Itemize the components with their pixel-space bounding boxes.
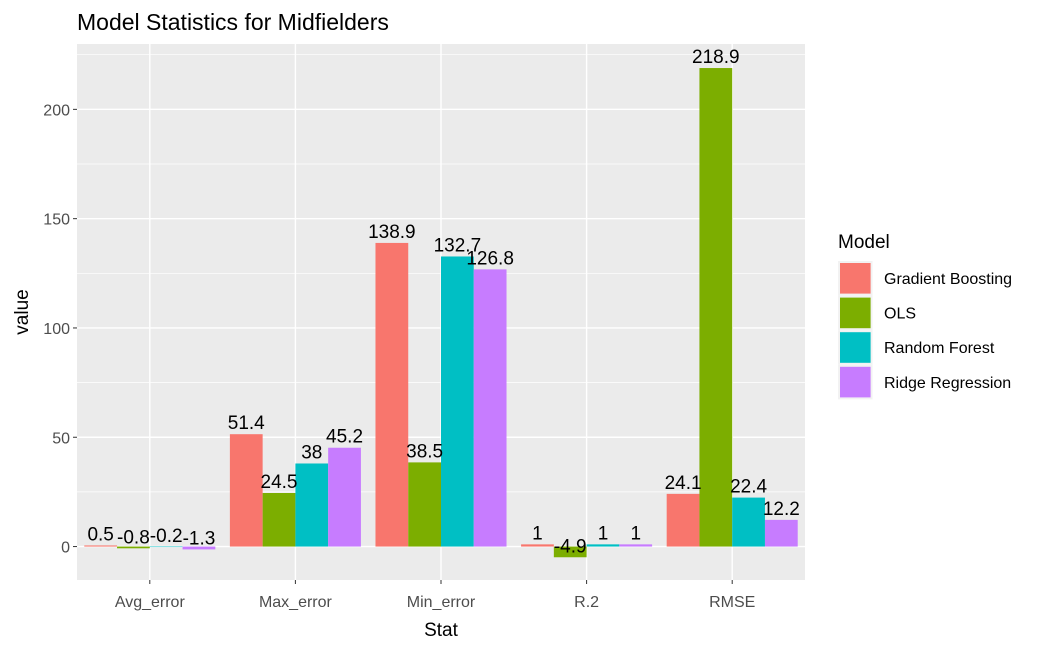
bar-value-label: 126.8 xyxy=(466,248,514,269)
bar-value-label: 12.2 xyxy=(763,499,800,520)
x-tick-label: RMSE xyxy=(709,594,755,611)
bar-value-label: 24.1 xyxy=(665,473,702,494)
bar xyxy=(262,492,296,547)
chart-title: Model Statistics for Midfielders xyxy=(77,9,389,35)
bar xyxy=(764,519,798,547)
bar xyxy=(295,463,329,547)
legend-label: OLS xyxy=(884,306,916,323)
bar xyxy=(149,546,183,548)
bar-value-label: 1 xyxy=(630,523,641,544)
bar-value-label: 24.5 xyxy=(261,472,298,493)
x-axis-title: Stat xyxy=(424,620,459,641)
y-axis: 0 50 100 150 200 xyxy=(43,102,77,557)
x-axis: Avg_error Max_error Min_error R.2 RMSE xyxy=(115,580,755,611)
y-tick-label: 100 xyxy=(43,321,70,338)
y-tick-label: 150 xyxy=(43,212,70,229)
bar-value-label: -4.9 xyxy=(554,536,587,557)
bar-value-label: 38 xyxy=(301,442,322,463)
legend-title: Model xyxy=(838,232,890,253)
bar xyxy=(521,544,554,547)
bar-value-label: -1.3 xyxy=(183,528,216,549)
bar xyxy=(182,546,216,550)
legend-label: Random Forest xyxy=(884,340,995,357)
bar xyxy=(666,493,700,547)
bar xyxy=(375,242,409,547)
legend-key xyxy=(840,332,871,363)
bar-value-label: 138.9 xyxy=(368,222,416,243)
bar-value-label: 38.5 xyxy=(406,441,443,462)
legend-label: Ridge Regression xyxy=(884,375,1011,392)
x-tick-label: Max_error xyxy=(259,594,333,611)
legend-key xyxy=(840,263,871,294)
bar-value-label: 1 xyxy=(598,523,609,544)
bar xyxy=(473,269,507,547)
bar xyxy=(408,462,441,547)
bar xyxy=(732,497,765,547)
bar-value-label: 132.7 xyxy=(434,235,482,256)
bar xyxy=(328,447,361,547)
bar xyxy=(699,68,733,547)
bar-value-label: 218.9 xyxy=(692,47,740,68)
bar-value-label: 22.4 xyxy=(730,477,767,498)
bar xyxy=(117,546,150,549)
y-axis-title: value xyxy=(12,289,33,334)
legend-key xyxy=(840,366,871,398)
bar xyxy=(619,544,653,547)
bar-value-label: -0.2 xyxy=(150,526,183,547)
x-tick-label: Min_error xyxy=(407,594,476,611)
legend: Model Gradient Boosting OLS Random Forest R… xyxy=(838,232,1012,400)
y-tick-label: 0 xyxy=(61,540,70,557)
bar xyxy=(553,546,587,558)
y-tick-label: 200 xyxy=(43,102,70,119)
x-tick-label: Avg_error xyxy=(115,594,186,611)
bar-value-label: 0.5 xyxy=(87,524,113,545)
y-tick-label: 50 xyxy=(52,430,70,447)
bar xyxy=(441,256,474,547)
legend-label: Gradient Boosting xyxy=(884,271,1012,288)
bar xyxy=(586,544,620,547)
legend-key xyxy=(840,297,871,329)
bar-labels: 0.5 51.4 138.9 1 24.1 -0.8 24.5 38.5 -4.9 218.9 -0… xyxy=(87,47,799,557)
bar xyxy=(229,434,263,547)
bar-value-label: 51.4 xyxy=(228,413,265,434)
x-tick-label: R.2 xyxy=(574,594,599,611)
bar-value-label: 1 xyxy=(532,523,543,544)
bar-value-label: 45.2 xyxy=(326,427,363,448)
bar xyxy=(84,545,118,547)
bar-value-label: -0.8 xyxy=(117,527,150,548)
bars xyxy=(84,68,798,558)
